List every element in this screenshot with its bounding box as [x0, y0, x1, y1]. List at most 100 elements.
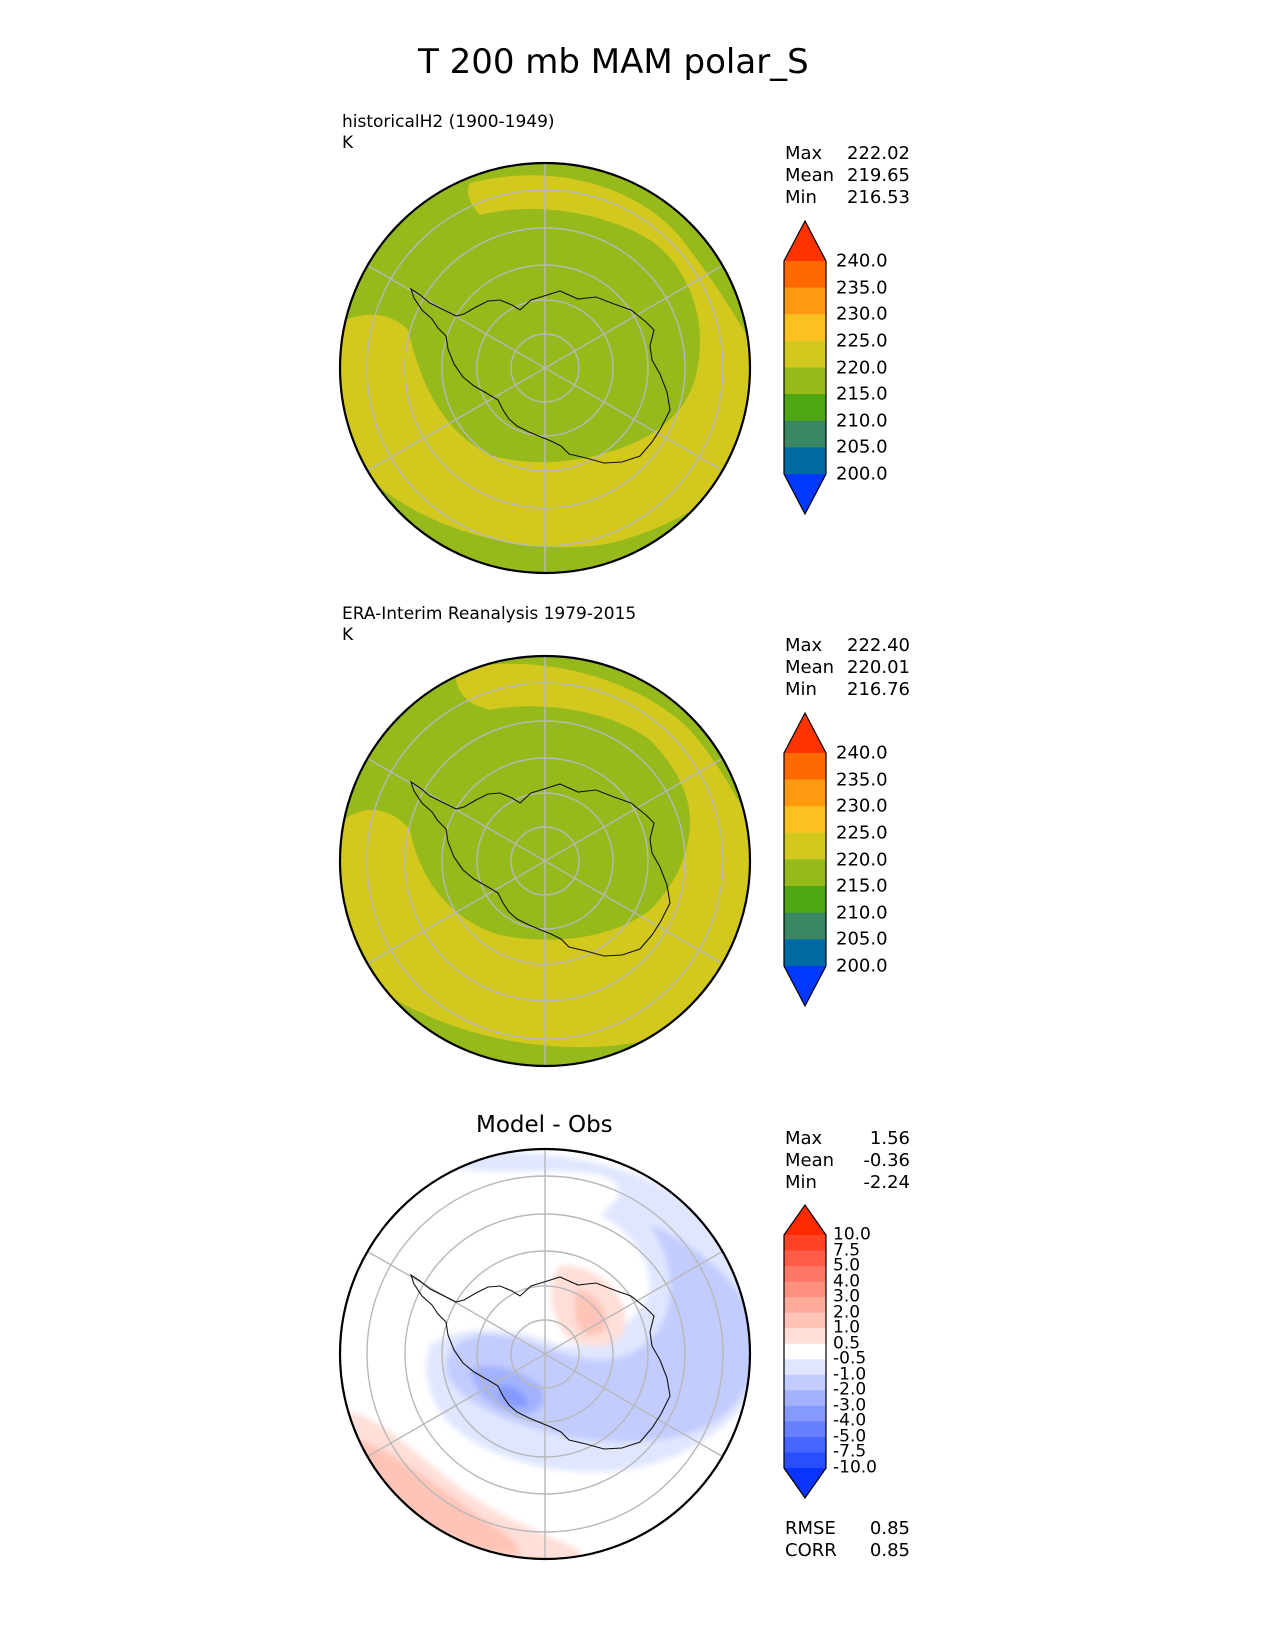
- colorbar-segment: [784, 1374, 826, 1391]
- colorbar-segment: [784, 1328, 826, 1345]
- colorbar-segment: [784, 779, 826, 807]
- colorbar-segment: [784, 420, 826, 448]
- graticule: [364, 656, 726, 1066]
- colorbar-segment: [784, 1297, 826, 1314]
- stat-label-mean: Mean: [785, 657, 835, 678]
- stat-label-max: Max: [785, 1128, 823, 1149]
- stat-label-mean: Mean: [785, 165, 835, 186]
- colorbar-test: [783, 219, 827, 516]
- antarctica-coastline: [409, 287, 671, 464]
- colorbar-segment: [784, 314, 826, 342]
- colorbar-outline: [783, 711, 827, 1008]
- colorbar-tick-label: 4.0: [833, 1271, 861, 1292]
- colorbar-tick-label: 200.0: [836, 955, 888, 977]
- stat-max: 222.40: [847, 635, 910, 656]
- colorbar-extend-max: [784, 221, 826, 261]
- colorbar-extend-min: [784, 474, 826, 514]
- colorbar-segment: [784, 1436, 826, 1453]
- colorbar-segment: [784, 1343, 826, 1360]
- metrics-difference: RMSE 0.85 CORR 0.85: [785, 1518, 910, 1562]
- colorbar-tick-label: 210.0: [836, 902, 888, 924]
- colorbar-segment: [784, 1250, 826, 1267]
- colorbar-tick-label: 220.0: [836, 849, 888, 870]
- colorbar-segment: [784, 1452, 826, 1469]
- colorbar-difference: [783, 1203, 827, 1500]
- colorbar-segment: [784, 753, 826, 781]
- map-boundary-difference: [338, 1147, 752, 1561]
- figure-title: T 200 mb MAM polar_S: [418, 42, 809, 82]
- colorbar-tick-label: 240.0: [836, 250, 888, 272]
- colorbar-extend-min: [784, 966, 826, 1006]
- stat-max: 222.02: [847, 143, 910, 164]
- colorbar-segment: [784, 1266, 826, 1283]
- colorbar-segment: [784, 1235, 826, 1252]
- map-panel-difference: [340, 1149, 750, 1559]
- colorbar-segment: [784, 447, 826, 475]
- colorbar-tick-label: -3.0: [833, 1395, 867, 1416]
- panel-title-difference: Model - Obs: [476, 1112, 613, 1138]
- metric-label-rmse: RMSE: [785, 1518, 836, 1539]
- panel-title-text: historicalH2 (1900-1949): [342, 112, 555, 132]
- colorbar-tick-label: 220.0: [836, 357, 888, 378]
- colorbar-tick-label: -5.0: [833, 1426, 867, 1447]
- colorbar-tick-label: 3.0: [833, 1286, 861, 1307]
- metric-label-corr: CORR: [785, 1540, 837, 1561]
- colorbar-segment: [784, 1312, 826, 1329]
- colorbar-segment: [784, 261, 826, 289]
- colorbar-tick-label: 230.0: [836, 303, 888, 325]
- colorbar-tick-label: 215.0: [836, 875, 888, 897]
- stat-label-max: Max: [785, 635, 823, 656]
- colorbar-tick-label: 225.0: [836, 330, 888, 352]
- colorbar-tick-label: -2.0: [833, 1379, 867, 1400]
- colorbar-tick-label: 230.0: [836, 795, 888, 817]
- metric-rmse: 0.85: [869, 1518, 910, 1539]
- colorbar-tick-label: 205.0: [836, 928, 888, 950]
- stat-label-max: Max: [785, 143, 823, 164]
- map-boundary-test: [338, 161, 752, 575]
- colorbar-segment: [784, 367, 826, 395]
- colorbar-tick-label: -10.0: [833, 1457, 877, 1478]
- map-panel-reference: [340, 656, 750, 1066]
- stat-min: -2.24: [863, 1172, 910, 1193]
- colorbar-tick-label: 200.0: [836, 463, 888, 485]
- field-band-220-225-lower: [345, 420, 750, 543]
- stat-mean: 219.65: [847, 165, 910, 186]
- colorbar-segment: [784, 832, 826, 860]
- colorbar-tick-label: 7.5: [833, 1240, 861, 1261]
- colorbar-tick-label: 1.0: [833, 1317, 861, 1338]
- stat-label-min: Min: [785, 187, 817, 208]
- stat-label-min: Min: [785, 1172, 817, 1193]
- stats-test: Max 222.02 Mean 219.65 Min 216.53: [785, 143, 910, 209]
- colorbar-tick-label: 235.0: [836, 277, 888, 299]
- colorbar-tick-label: 240.0: [836, 742, 888, 764]
- colorbar-tick-label: 235.0: [836, 769, 888, 791]
- colorbar-extend-max: [784, 1205, 826, 1235]
- colorbar-segment: [784, 886, 826, 914]
- colorbar-tick-label: 215.0: [836, 383, 888, 405]
- colorbar-tick-label: -1.0: [833, 1364, 867, 1385]
- colorbar-segment: [784, 287, 826, 315]
- stat-label-min: Min: [785, 679, 817, 700]
- panel-title-text: ERA-Interim Reanalysis 1979-2015: [342, 604, 637, 624]
- colorbar-tick-label: 210.0: [836, 410, 888, 432]
- colorbar-segment: [784, 1281, 826, 1298]
- field-band-220-225: [340, 175, 750, 573]
- colorbar-tick-label: 0.5: [833, 1333, 861, 1354]
- antarctica-coastline: [409, 1273, 671, 1450]
- panel-title-test: historicalH2 (1900-1949) K: [342, 112, 555, 154]
- colorbar-segment: [784, 939, 826, 967]
- map-boundary-reference: [338, 654, 752, 1068]
- colorbar-tick-label: 2.0: [833, 1302, 861, 1323]
- panel-units: K: [342, 133, 354, 153]
- stat-label-mean: Mean: [785, 1150, 835, 1171]
- colorbar-segment: [784, 1421, 826, 1438]
- colorbar-tick-label: 225.0: [836, 822, 888, 844]
- colorbar-tick-label: -4.0: [833, 1410, 867, 1431]
- metric-corr: 0.85: [869, 1540, 910, 1561]
- colorbar-segment: [784, 1390, 826, 1407]
- stat-mean: -0.36: [863, 1150, 910, 1171]
- colorbar-extend-max: [784, 713, 826, 753]
- colorbar-segment: [784, 340, 826, 368]
- colorbar-tick-label: -0.5: [833, 1348, 867, 1369]
